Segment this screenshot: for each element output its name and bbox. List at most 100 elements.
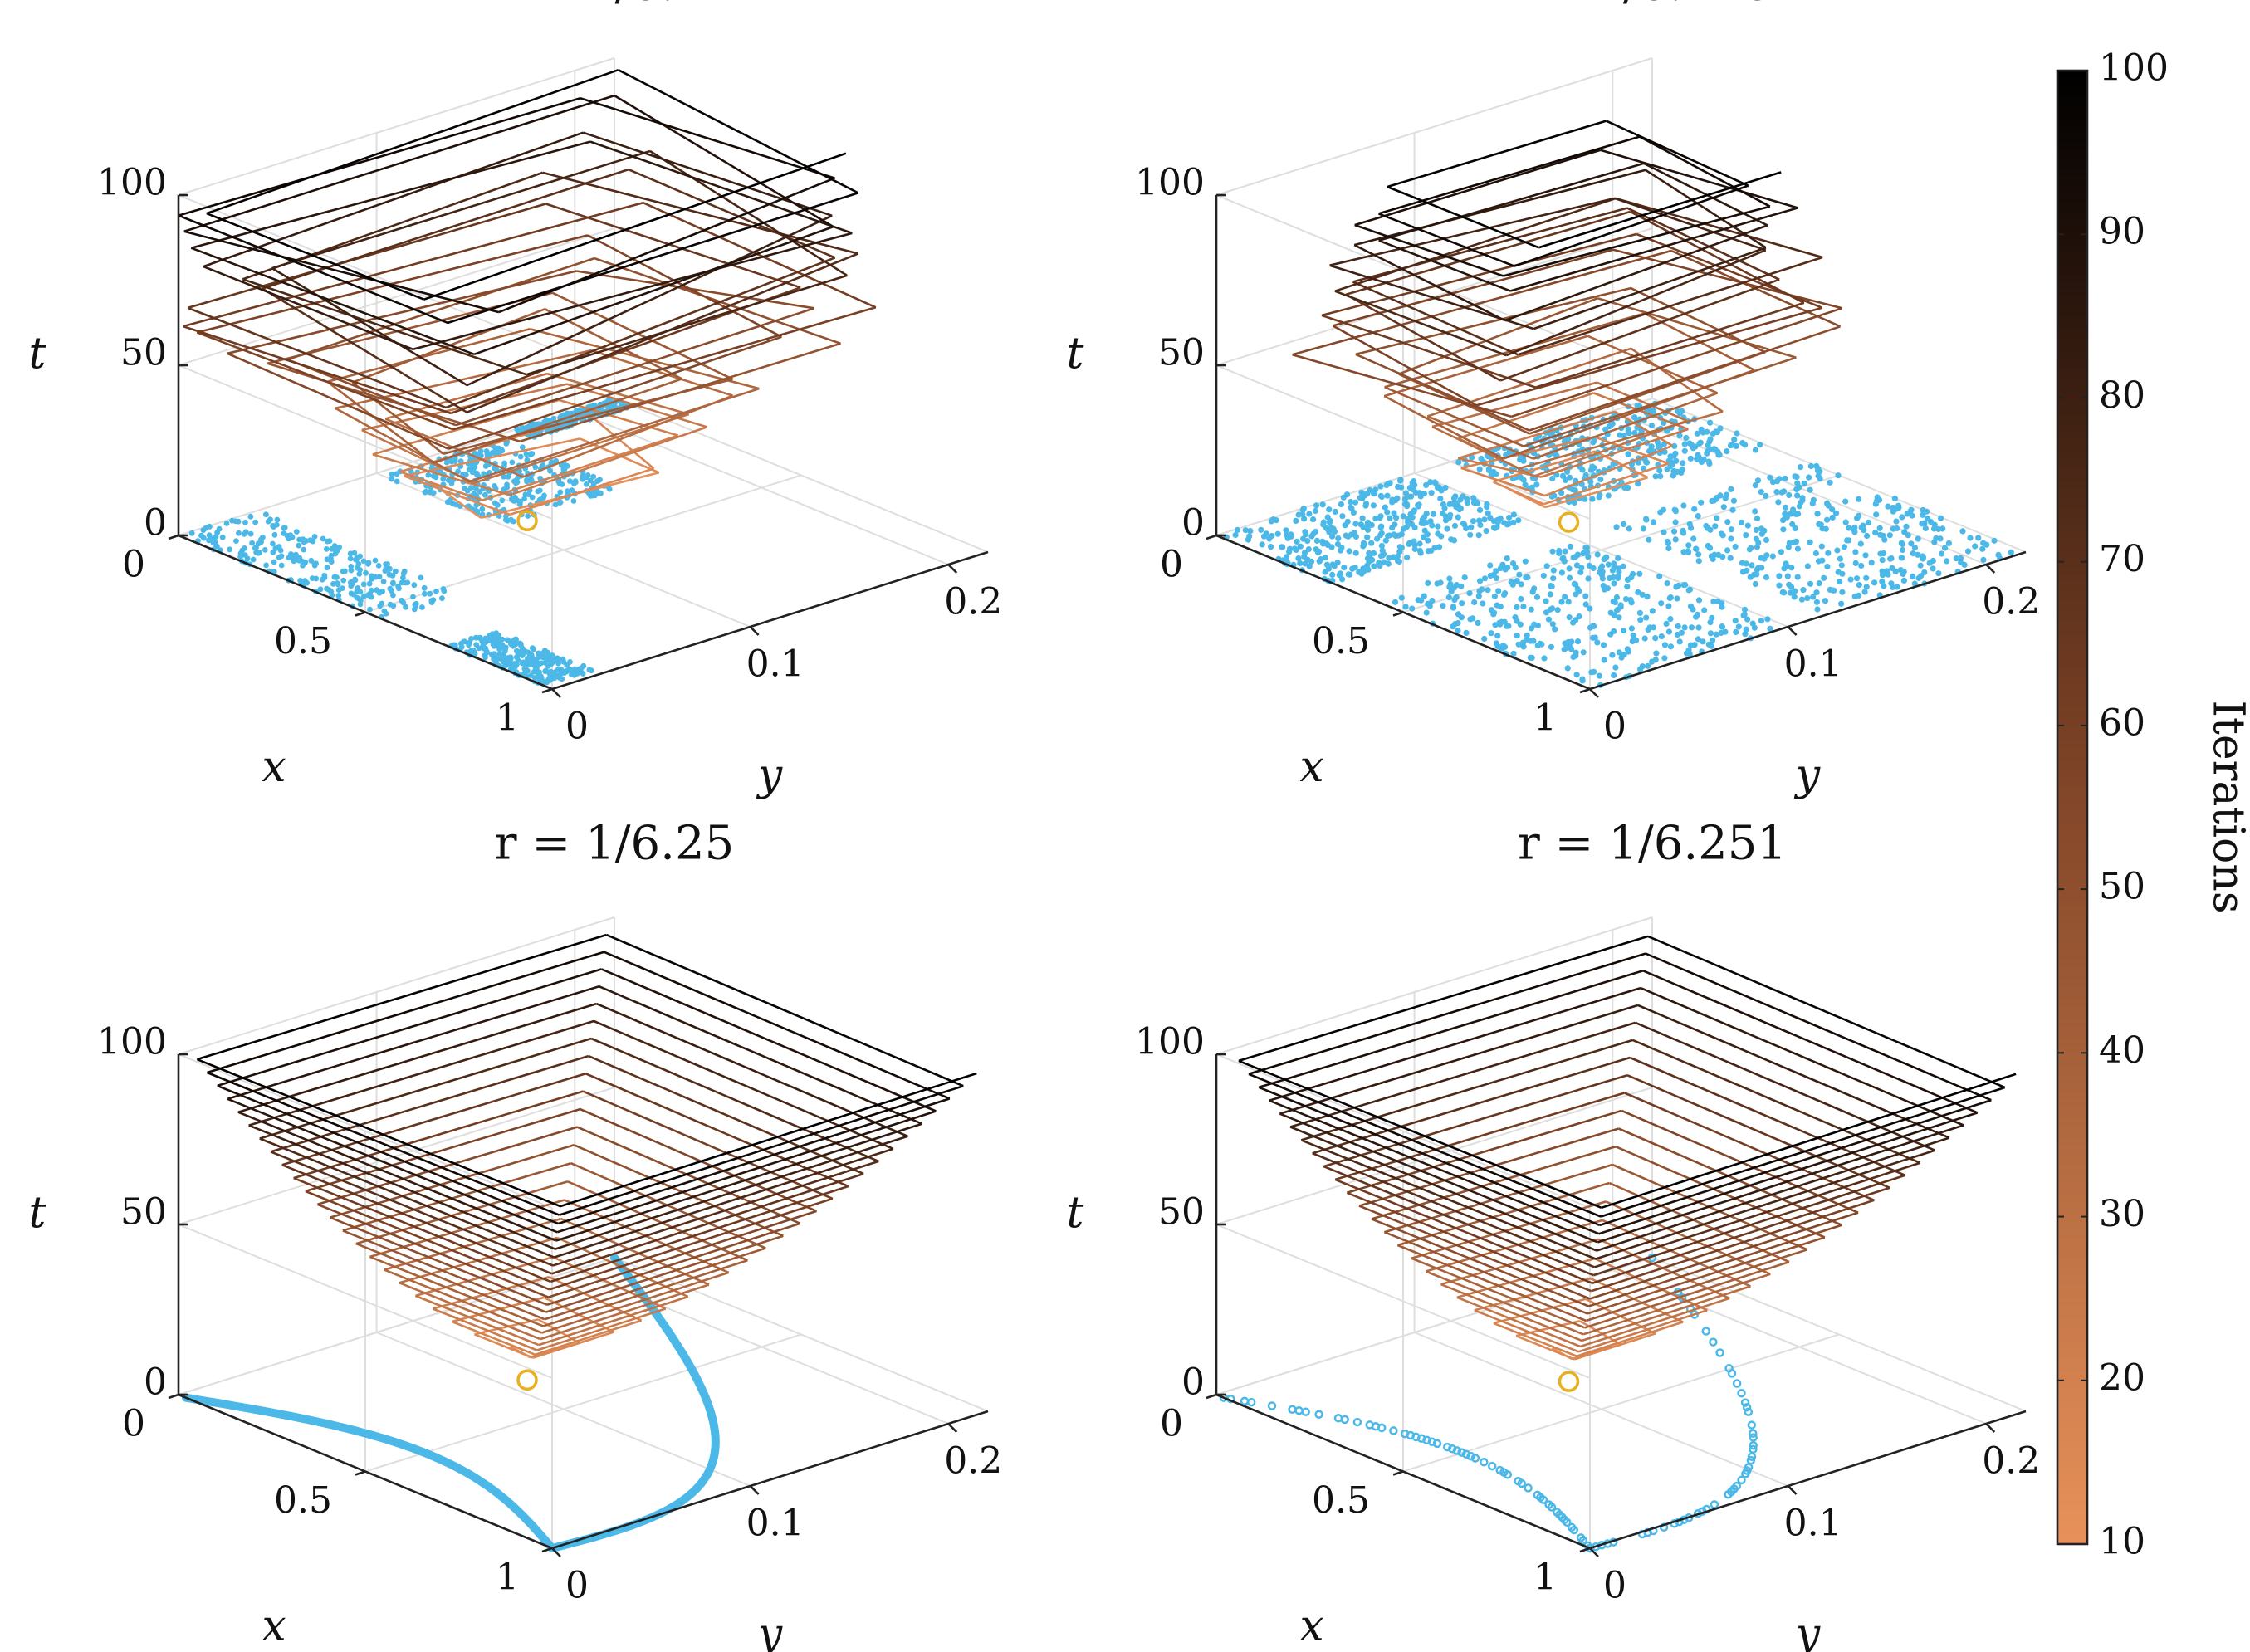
projection-point bbox=[1368, 540, 1375, 546]
projection-point bbox=[235, 518, 242, 525]
projection-point bbox=[380, 579, 387, 584]
trajectory-segment bbox=[270, 1054, 589, 1153]
projection-point bbox=[356, 571, 363, 577]
projection-point bbox=[1263, 530, 1269, 537]
projection-point bbox=[206, 532, 213, 538]
trajectory-segment bbox=[1248, 952, 1646, 1076]
projection-point bbox=[1605, 492, 1612, 499]
projection-point bbox=[501, 473, 507, 480]
trajectory-segment bbox=[1347, 1109, 1622, 1195]
projection-point bbox=[1470, 1454, 1480, 1463]
y-tick-label: 0 bbox=[1603, 706, 1626, 748]
projection-point bbox=[281, 525, 288, 530]
projection-point bbox=[335, 587, 342, 593]
projection-point bbox=[547, 467, 553, 474]
projection-point bbox=[1799, 495, 1806, 501]
projection-point bbox=[1365, 566, 1372, 573]
projection-point bbox=[1567, 543, 1573, 550]
projection-point bbox=[311, 534, 318, 540]
projection-point bbox=[1705, 458, 1712, 465]
projection-point bbox=[1474, 500, 1481, 506]
projection-point bbox=[1690, 445, 1697, 452]
trajectory-segment bbox=[1626, 1074, 1890, 1189]
trajectory-segment bbox=[1612, 248, 1842, 310]
projection-point bbox=[1686, 651, 1693, 657]
x-tick-mark bbox=[541, 687, 553, 694]
projection-point bbox=[324, 538, 330, 545]
y-tick-label: 0.1 bbox=[1784, 1503, 1842, 1545]
projection-point bbox=[1861, 589, 1868, 595]
projection-point bbox=[1587, 624, 1594, 631]
projection-point bbox=[1737, 1475, 1746, 1485]
projection-point bbox=[1594, 551, 1601, 558]
projection-point bbox=[271, 531, 278, 538]
trajectory-segment bbox=[1629, 1056, 1906, 1176]
projection-point bbox=[1675, 623, 1681, 630]
axes: 0 50 100 0 0.5 1 0 0.1 0.2 bbox=[1135, 1021, 2040, 1607]
projection-point bbox=[400, 599, 407, 606]
axes: 0 50 100 0 0.5 1 0 0.1 0.2 bbox=[97, 162, 1002, 748]
projection-point bbox=[1769, 553, 1776, 560]
projection-point bbox=[1827, 479, 1833, 486]
projection-point bbox=[504, 517, 511, 524]
projection-point bbox=[1359, 515, 1366, 521]
y-tick-mark bbox=[1787, 1485, 1798, 1495]
projection-point bbox=[387, 601, 394, 608]
projection-point bbox=[1737, 1388, 1746, 1398]
projection-point bbox=[1475, 593, 1482, 599]
projection-point bbox=[1425, 600, 1431, 608]
trajectory-segment bbox=[1589, 1211, 1859, 1300]
trajectory-segment bbox=[242, 278, 527, 376]
y-tick-label: 0 bbox=[565, 1565, 589, 1607]
colorbar-tick-label: 30 bbox=[2099, 1193, 2145, 1235]
projection-point bbox=[572, 478, 579, 484]
projection-point bbox=[1825, 502, 1832, 509]
projection-point bbox=[1911, 580, 1918, 587]
projection-point bbox=[1286, 549, 1293, 555]
trajectory-segment bbox=[1460, 467, 1546, 497]
trajectory-segment bbox=[589, 140, 853, 235]
projection-point bbox=[1749, 562, 1755, 569]
projection-point bbox=[1658, 633, 1665, 640]
projection-point bbox=[1829, 506, 1836, 513]
projection-point bbox=[1352, 550, 1359, 556]
trajectory-segment bbox=[207, 951, 604, 1074]
projection-point bbox=[1635, 589, 1641, 596]
projection-point bbox=[1438, 533, 1445, 540]
trajectory-segment bbox=[474, 1333, 534, 1359]
trajectory-segment bbox=[558, 1097, 951, 1225]
trajectory-segment bbox=[433, 378, 682, 464]
projection-point bbox=[1543, 598, 1549, 604]
trajectory-segment bbox=[227, 985, 599, 1101]
trajectory-segment bbox=[1456, 1257, 1596, 1299]
projection-point bbox=[1669, 462, 1675, 468]
projection-point bbox=[537, 674, 544, 680]
projection-point bbox=[499, 642, 506, 648]
projection-point bbox=[1704, 428, 1710, 435]
projection-point bbox=[1408, 521, 1416, 528]
trajectory-segment bbox=[384, 372, 548, 420]
projection-point bbox=[1665, 545, 1672, 552]
projection-point bbox=[1856, 592, 1862, 599]
projection-point bbox=[1975, 535, 1982, 541]
trajectory-segment bbox=[1544, 444, 1673, 497]
projection-point bbox=[263, 562, 269, 569]
projection-point bbox=[1863, 574, 1870, 581]
projection-point bbox=[1749, 1433, 1758, 1442]
grid-floor-y bbox=[1414, 1332, 1788, 1487]
projection-point bbox=[1567, 474, 1573, 481]
projection-point bbox=[1935, 570, 1942, 577]
projection-point bbox=[1494, 516, 1501, 524]
projection-point bbox=[1625, 648, 1631, 655]
z-tick-label: 50 bbox=[120, 1191, 167, 1234]
trajectory-segment bbox=[1321, 314, 1536, 389]
projection-point bbox=[1663, 620, 1670, 628]
projection-point bbox=[1564, 665, 1571, 672]
projection-point bbox=[1657, 509, 1664, 516]
projection-point bbox=[598, 490, 604, 496]
trajectory-segment bbox=[1614, 410, 1674, 447]
projection-point bbox=[1719, 623, 1725, 630]
projection-point bbox=[1749, 1440, 1758, 1450]
projection-point bbox=[492, 483, 497, 489]
y-tick-mark bbox=[1985, 1423, 1996, 1433]
